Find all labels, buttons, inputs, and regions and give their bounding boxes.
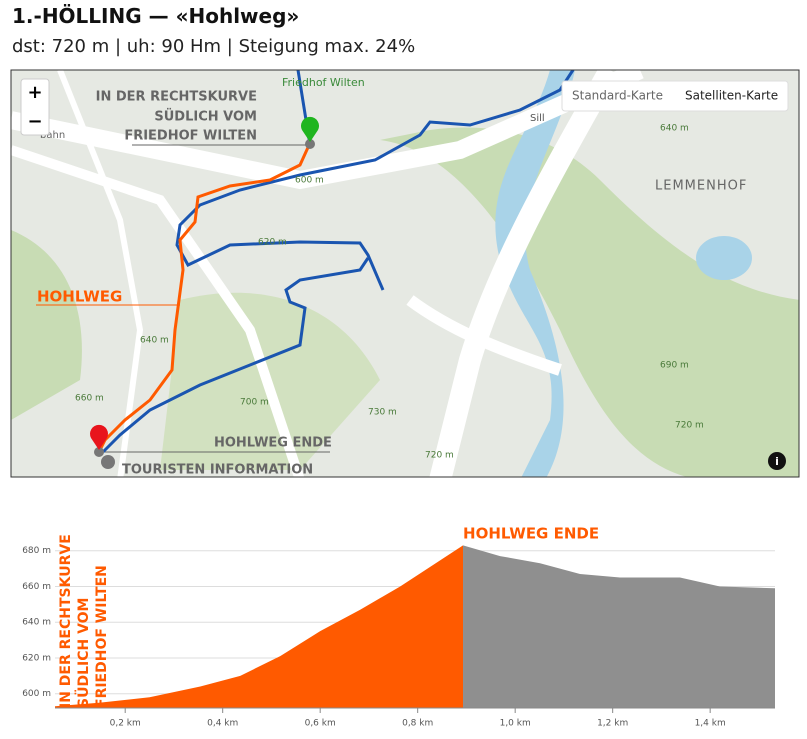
elevation-area: [463, 545, 775, 708]
road: [406, 295, 562, 376]
start-annotation: IN DER RECHTSKURVE: [58, 534, 74, 708]
road: [57, 70, 144, 477]
info-dot: [101, 455, 115, 469]
peak-annotation: HOHLWEG ENDE: [463, 525, 599, 543]
y-tick-label: 680 m: [22, 546, 51, 556]
x-tick-label: 1,0 km: [500, 719, 531, 729]
y-tick-label: 660 m: [22, 582, 51, 592]
start-annotation: SÜDLICH VOM: [74, 598, 92, 709]
standard-button[interactable]: Standard-Karte: [572, 89, 663, 103]
contour-label: 640 m: [660, 124, 689, 134]
map-label: LEMMENHOF: [655, 179, 747, 194]
subtitle: dst: 720 m | uh: 90 Hm | Steigung max. 2…: [12, 36, 416, 57]
railway: [11, 70, 644, 190]
map-label: SÜDLICH VOM: [154, 109, 257, 125]
forest: [380, 127, 799, 477]
x-tick-label: 0,2 km: [110, 719, 141, 729]
satellite-button[interactable]: Satelliten-Karte: [685, 89, 778, 103]
route: [101, 70, 575, 454]
start-annotation: FRIEDHOF WILTEN: [94, 565, 110, 708]
contour-label: 720 m: [425, 451, 454, 461]
hohlweg-route: [98, 142, 312, 451]
start-pin[interactable]: [301, 116, 319, 142]
elevation-area: [55, 545, 464, 708]
x-tick-label: 0,6 km: [305, 719, 336, 729]
zoom-control: [20, 78, 50, 136]
end-dot: [94, 447, 104, 457]
x-tick-label: 0,8 km: [402, 719, 433, 729]
map-border: [10, 69, 800, 478]
map[interactable]: IN DER RECHTSKURVE SÜDLICH VOM FRIEDHOF …: [11, 70, 800, 480]
contour-label: 620 m: [258, 238, 287, 248]
end-pin[interactable]: [90, 424, 108, 450]
map-label: Sill: [530, 113, 545, 124]
zoom-out[interactable]: −: [27, 111, 42, 132]
road: [11, 145, 305, 477]
contour-label: 660 m: [75, 394, 104, 404]
elevation-chart: 600 m 620 m 640 m 660 m 680 m 0,2 km 0,4 km 0,6…: [22, 525, 775, 729]
contour-label: 690 m: [660, 361, 689, 371]
contour-label: 600 m: [295, 176, 324, 186]
map-label: FRIEDHOF WILTEN: [124, 129, 257, 144]
pond: [696, 236, 752, 280]
x-tick-label: 1,4 km: [695, 719, 726, 729]
forest: [11, 230, 82, 420]
map-label: bahn: [40, 130, 65, 141]
zoom-in[interactable]: +: [27, 82, 42, 103]
title: 1.-HÖLLING — «Hohlweg»: [12, 4, 300, 28]
x-tick-label: 0,4 km: [207, 719, 238, 729]
contour-label: 640 m: [140, 336, 169, 346]
contour-label: 700 m: [240, 398, 269, 408]
map-label: Friedhof Wilten: [282, 76, 365, 89]
map-label: IN DER RECHTSKURVE: [96, 90, 257, 105]
contour-label: 730 m: [368, 408, 397, 418]
y-tick-label: 620 m: [22, 653, 51, 663]
y-tick-label: 640 m: [22, 618, 51, 628]
map-label: TOURISTEN INFORMATION: [122, 463, 313, 478]
info-button[interactable]: [768, 452, 786, 470]
river: [495, 70, 575, 477]
map-type-control: [561, 80, 789, 112]
contour-label: 720 m: [675, 421, 704, 431]
start-dot: [305, 139, 315, 149]
map-label: HOHLWEG ENDE: [214, 436, 332, 451]
y-tick-label: 600 m: [22, 689, 51, 699]
map-label: HOHLWEG: [37, 288, 122, 306]
info-button-label: i: [775, 455, 779, 468]
x-tick-label: 1,2 km: [597, 719, 628, 729]
